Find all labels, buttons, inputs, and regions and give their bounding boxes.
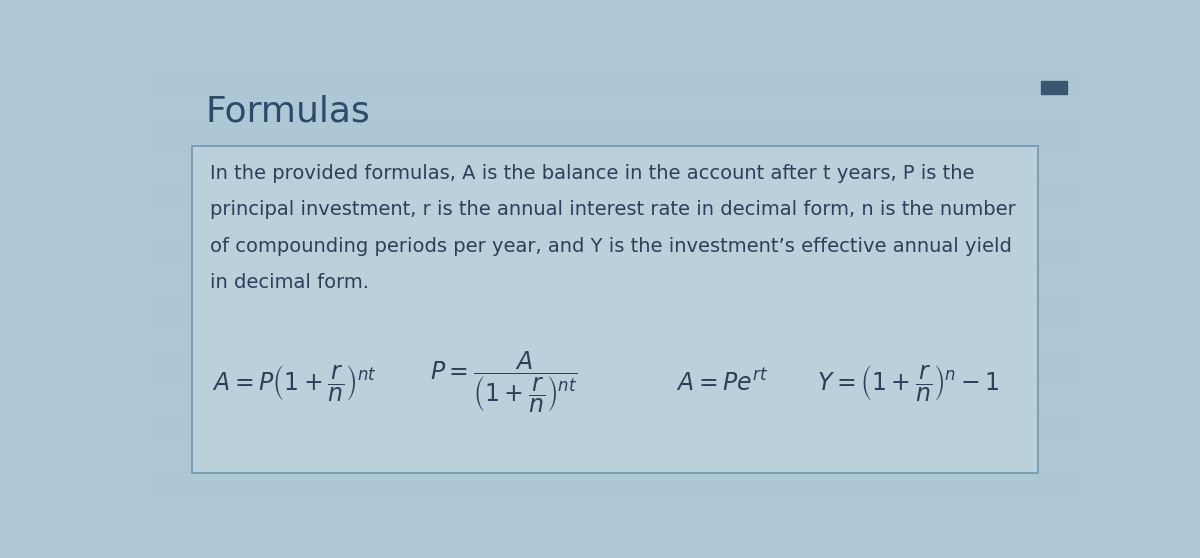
Text: In the provided formulas, A is the balance in the account after t years, P is th: In the provided formulas, A is the balan… [210, 163, 974, 182]
Text: $A = P\left(1+\dfrac{r}{n}\right)^{nt}$: $A = P\left(1+\dfrac{r}{n}\right)^{nt}$ [212, 363, 377, 403]
Text: $A = Pe^{rt}$: $A = Pe^{rt}$ [676, 369, 768, 396]
Text: $Y = \left(1+\dfrac{r}{n}\right)^{n} - 1$: $Y = \left(1+\dfrac{r}{n}\right)^{n} - 1… [816, 363, 1000, 403]
Text: $P = \dfrac{A}{\left(1+\dfrac{r}{n}\right)^{nt}}$: $P = \dfrac{A}{\left(1+\dfrac{r}{n}\righ… [430, 350, 577, 416]
Text: Formulas: Formulas [206, 95, 371, 129]
Text: principal investment, r is the annual interest rate in decimal form, n is the nu: principal investment, r is the annual in… [210, 200, 1016, 219]
FancyBboxPatch shape [1040, 81, 1067, 94]
FancyBboxPatch shape [192, 146, 1038, 473]
Text: in decimal form.: in decimal form. [210, 273, 370, 292]
Text: of compounding periods per year, and Y is the investment’s effective annual yiel: of compounding periods per year, and Y i… [210, 237, 1013, 256]
